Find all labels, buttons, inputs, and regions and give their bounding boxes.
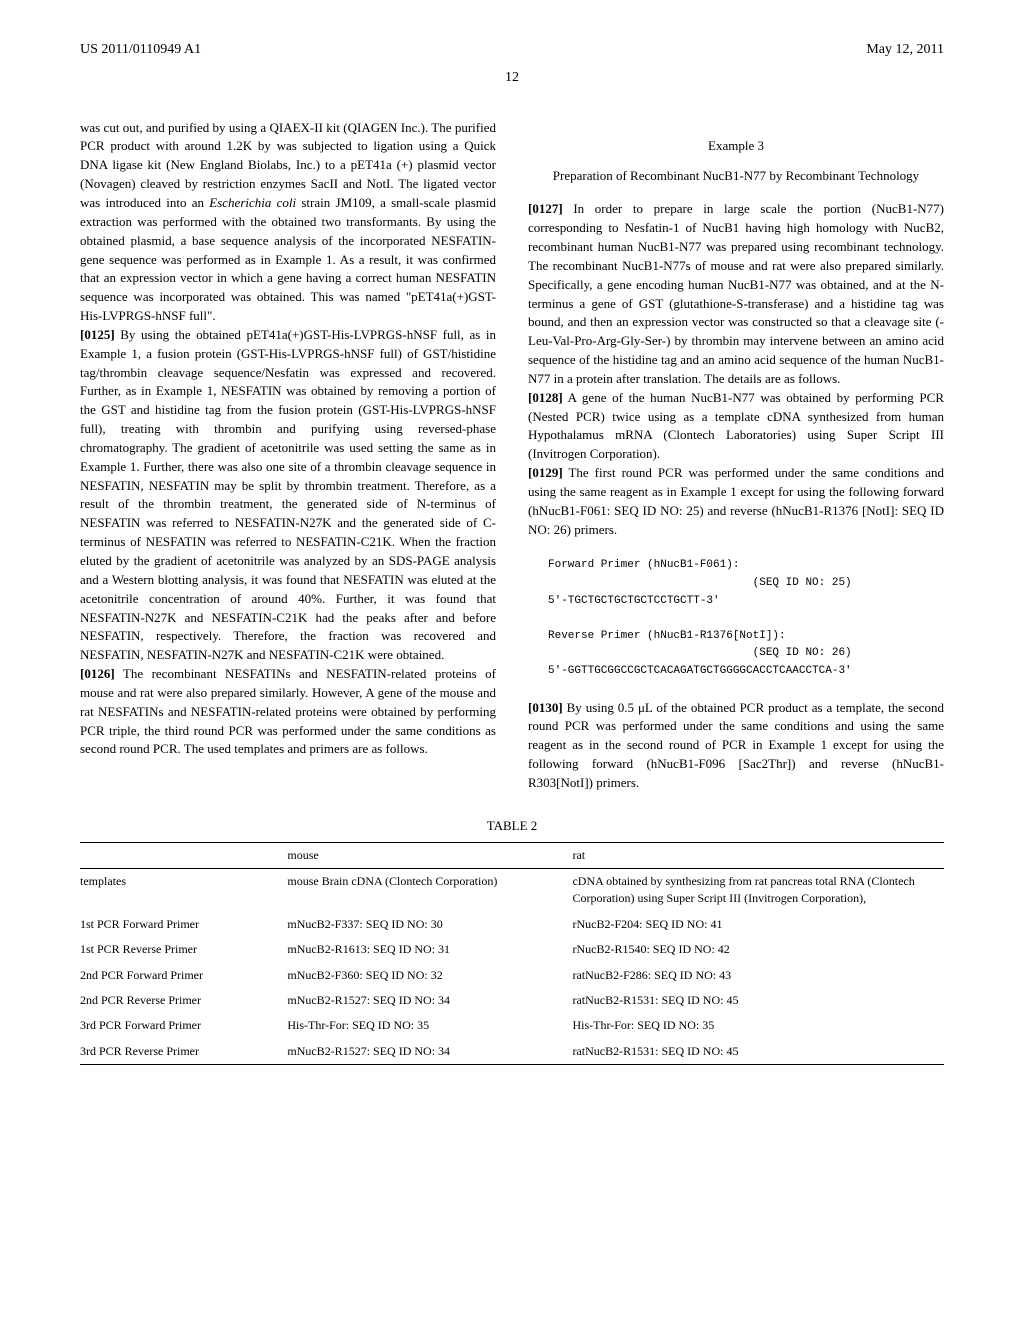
- example-title: Example 3: [528, 137, 944, 156]
- para-num-0126: [0126]: [80, 666, 115, 681]
- para-num-0130: [0130]: [528, 700, 563, 715]
- table-2: mouse rat templatesmouse Brain cDNA (Clo…: [80, 842, 944, 1066]
- table-row: 2nd PCR Reverse PrimermNucB2-R1527: SEQ …: [80, 988, 944, 1013]
- para-num-0129: [0129]: [528, 465, 563, 480]
- para-num-0127: [0127]: [528, 201, 563, 216]
- paragraph-0126: [0126] The recombinant NESFATINs and NES…: [80, 665, 496, 759]
- para-num-0125: [0125]: [80, 327, 115, 342]
- table-cell: ratNucB2-R1531: SEQ ID NO: 45: [572, 1039, 944, 1065]
- table-cell: 1st PCR Forward Primer: [80, 912, 287, 937]
- table-cell: mNucB2-R1527: SEQ ID NO: 34: [287, 1039, 572, 1065]
- table-row: 1st PCR Forward PrimermNucB2-F337: SEQ I…: [80, 912, 944, 937]
- table-title: TABLE 2: [80, 817, 944, 836]
- right-column: Example 3 Preparation of Recombinant Nuc…: [528, 119, 944, 793]
- table-cell: 2nd PCR Forward Primer: [80, 963, 287, 988]
- example-subtitle: Preparation of Recombinant NucB1-N77 by …: [528, 167, 944, 186]
- table-cell: 1st PCR Reverse Primer: [80, 937, 287, 962]
- table-cell: His-Thr-For: SEQ ID NO: 35: [287, 1013, 572, 1038]
- table-row: 3rd PCR Reverse PrimermNucB2-R1527: SEQ …: [80, 1039, 944, 1065]
- table-row: 1st PCR Reverse PrimermNucB2-R1613: SEQ …: [80, 937, 944, 962]
- table-row: 2nd PCR Forward PrimermNucB2-F360: SEQ I…: [80, 963, 944, 988]
- two-column-layout: was cut out, and purified by using a QIA…: [80, 119, 944, 793]
- table-cell: cDNA obtained by synthesizing from rat p…: [572, 869, 944, 912]
- publication-number: US 2011/0110949 A1: [80, 40, 201, 60]
- publication-date: May 12, 2011: [866, 40, 944, 60]
- table-header-row: mouse rat: [80, 842, 944, 868]
- page-header: US 2011/0110949 A1 May 12, 2011: [80, 40, 944, 60]
- table-cell: mNucB2-F360: SEQ ID NO: 32: [287, 963, 572, 988]
- paragraph-0129: [0129] The first round PCR was performed…: [528, 464, 944, 539]
- table-row: 3rd PCR Forward PrimerHis-Thr-For: SEQ I…: [80, 1013, 944, 1038]
- page-number: 12: [80, 68, 944, 88]
- table-cell: templates: [80, 869, 287, 912]
- table-cell: mouse Brain cDNA (Clontech Corporation): [287, 869, 572, 912]
- table-cell: ratNucB2-R1531: SEQ ID NO: 45: [572, 988, 944, 1013]
- table-cell: His-Thr-For: SEQ ID NO: 35: [572, 1013, 944, 1038]
- table-cell: mNucB2-F337: SEQ ID NO: 30: [287, 912, 572, 937]
- table-2-wrapper: TABLE 2 mouse rat templatesmouse Brain c…: [80, 817, 944, 1065]
- table-header-cell: mouse: [287, 842, 572, 868]
- table-header-cell: [80, 842, 287, 868]
- table-header-cell: rat: [572, 842, 944, 868]
- paragraph-0130: [0130] By using 0.5 μL of the obtained P…: [528, 699, 944, 793]
- left-column: was cut out, and purified by using a QIA…: [80, 119, 496, 793]
- table-row: templatesmouse Brain cDNA (Clontech Corp…: [80, 869, 944, 912]
- table-cell: ratNucB2-F286: SEQ ID NO: 43: [572, 963, 944, 988]
- table-cell: mNucB2-R1613: SEQ ID NO: 31: [287, 937, 572, 962]
- table-cell: 3rd PCR Forward Primer: [80, 1013, 287, 1038]
- table-cell: rNucB2-R1540: SEQ ID NO: 42: [572, 937, 944, 962]
- table-cell: 3rd PCR Reverse Primer: [80, 1039, 287, 1065]
- paragraph-continuation: was cut out, and purified by using a QIA…: [80, 119, 496, 326]
- para-num-0128: [0128]: [528, 390, 563, 405]
- paragraph-0128: [0128] A gene of the human NucB1-N77 was…: [528, 389, 944, 464]
- table-cell: rNucB2-F204: SEQ ID NO: 41: [572, 912, 944, 937]
- paragraph-0127: [0127] In order to prepare in large scal…: [528, 200, 944, 388]
- primer-sequence-block: Forward Primer (hNucB1-F061): (SEQ ID NO…: [548, 557, 944, 680]
- paragraph-0125: [0125] By using the obtained pET41a(+)GS…: [80, 326, 496, 665]
- table-cell: 2nd PCR Reverse Primer: [80, 988, 287, 1013]
- table-cell: mNucB2-R1527: SEQ ID NO: 34: [287, 988, 572, 1013]
